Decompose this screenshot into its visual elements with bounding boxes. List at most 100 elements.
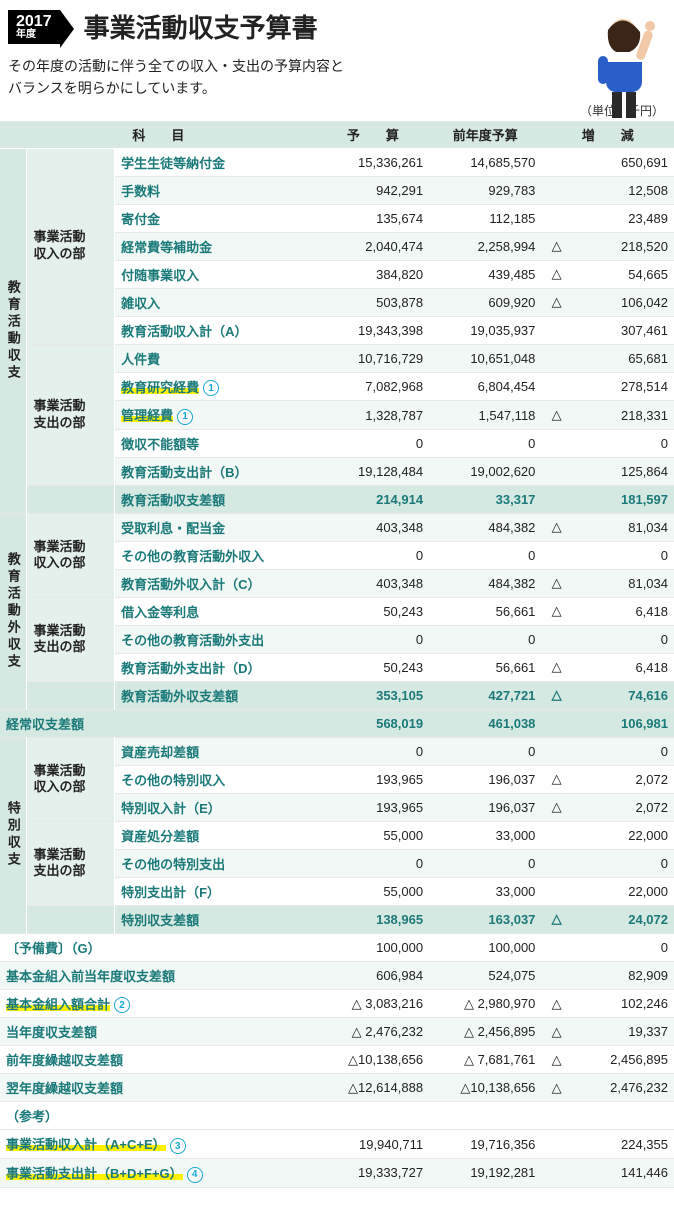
row-diff: 19,337: [562, 1018, 674, 1046]
row-diff: 218,331: [562, 401, 674, 430]
row-diff-tri: [541, 316, 561, 344]
sub-category: 事業活動収入の部: [27, 737, 115, 821]
row-diff: 125,864: [562, 457, 674, 485]
row-item: 教育活動外収入計（C）: [115, 569, 317, 597]
row-diff-tri: △: [541, 569, 561, 597]
reference-row: 事業活動支出計（B+D+F+G）4 19,333,727 19,192,281 …: [0, 1159, 674, 1188]
row-prev: 33,000: [429, 821, 541, 849]
row-prev: 196,037: [429, 765, 541, 793]
row-budget: 15,336,261: [317, 148, 429, 176]
row-item: 特別支出計（F）: [115, 877, 317, 905]
row-budget: 214,914: [317, 485, 429, 513]
row-prev: 0: [429, 429, 541, 457]
row-diff: 81,034: [562, 513, 674, 541]
row-diff: 278,514: [562, 372, 674, 401]
row-budget: 50,243: [317, 597, 429, 625]
row-prev: 484,382: [429, 569, 541, 597]
row-diff-tri: [541, 457, 561, 485]
row-diff-tri: △: [541, 765, 561, 793]
row-prev: 19,716,356: [429, 1130, 541, 1159]
row-budget: 403,348: [317, 513, 429, 541]
row-diff-tri: [541, 176, 561, 204]
row-prev: 19,035,937: [429, 316, 541, 344]
row-prev: 33,000: [429, 877, 541, 905]
vertical-category: 特別収支: [0, 737, 27, 933]
reference-row: 事業活動収入計（A+C+E）3 19,940,711 19,716,356 22…: [0, 1130, 674, 1159]
sub-category: 事業活動収入の部: [27, 148, 115, 344]
row-diff: 0: [562, 541, 674, 569]
row-budget: 0: [317, 625, 429, 653]
person-illustration: [568, 10, 668, 120]
row-budget: 7,082,968: [317, 372, 429, 401]
row-diff-tri: △: [541, 260, 561, 288]
row-item: 付随事業収入: [115, 260, 317, 288]
row-diff: 307,461: [562, 316, 674, 344]
row-item: 借入金等利息: [115, 597, 317, 625]
row-diff-tri: △: [541, 989, 561, 1018]
row-diff-tri: [541, 429, 561, 457]
row-diff-tri: [541, 344, 561, 372]
row-prev: 0: [429, 541, 541, 569]
sub-category: 事業活動収入の部: [27, 513, 115, 597]
row-budget: 606,984: [317, 961, 429, 989]
row-prev: 0: [429, 737, 541, 765]
row-diff-tri: △: [541, 232, 561, 260]
row-item: 経常費等補助金: [115, 232, 317, 260]
row-item: 資産売却差額: [115, 737, 317, 765]
row-item: 教育活動収入計（A）: [115, 316, 317, 344]
row-diff-tri: [541, 821, 561, 849]
row-diff: 0: [562, 737, 674, 765]
footer-row: 前年度繰越収支差額 △10,138,656 △ 7,681,761 △ 2,45…: [0, 1046, 674, 1074]
row-budget: 193,965: [317, 793, 429, 821]
row-prev: 0: [429, 849, 541, 877]
row-item: 管理経費1: [115, 401, 317, 430]
row-item: 前年度繰越収支差額: [0, 1046, 317, 1074]
row-item: 特別収入計（E）: [115, 793, 317, 821]
vertical-category: 教育活動収支: [0, 148, 27, 513]
row-diff: 2,476,232: [562, 1074, 674, 1102]
row-diff: 74,616: [562, 681, 674, 709]
col-header-item: 科 目: [0, 121, 317, 149]
row-diff: 2,072: [562, 793, 674, 821]
row-diff-tri: [541, 148, 561, 176]
sub-category: 事業活動支出の部: [27, 597, 115, 681]
row-prev: 33,317: [429, 485, 541, 513]
row-diff: 106,981: [562, 709, 674, 737]
section-total-row: 教育活動外収支差額 353,105 427,721 △ 74,616: [0, 681, 674, 709]
row-budget: 50,243: [317, 653, 429, 681]
row-item: その他の教育活動外支出: [115, 625, 317, 653]
row-budget: 2,040,474: [317, 232, 429, 260]
row-diff: 22,000: [562, 821, 674, 849]
row-item: その他の教育活動外収入: [115, 541, 317, 569]
row-diff-tri: [541, 849, 561, 877]
col-header-budget: 予 算: [317, 121, 429, 149]
row-diff-tri: [541, 737, 561, 765]
year-badge: 2017 年度: [8, 10, 60, 44]
row-prev: 2,258,994: [429, 232, 541, 260]
footer-row: 翌年度繰越収支差額 △12,614,888 △10,138,656 △ 2,47…: [0, 1074, 674, 1102]
footer-row: 〔予備費〕（G） 100,000 100,000 0: [0, 933, 674, 961]
row-budget: 403,348: [317, 569, 429, 597]
footer-row: 基本金組入前当年度収支差額 606,984 524,075 82,909: [0, 961, 674, 989]
row-budget: 19,128,484: [317, 457, 429, 485]
row-diff-tri: [541, 877, 561, 905]
row-diff-tri: △: [541, 681, 561, 709]
row-budget: 19,940,711: [317, 1130, 429, 1159]
row-item: 人件費: [115, 344, 317, 372]
row-item: 徴収不能額等: [115, 429, 317, 457]
row-diff-tri: [541, 933, 561, 961]
row-item: 当年度収支差額: [0, 1018, 317, 1046]
row-diff-tri: △: [541, 401, 561, 430]
row-prev: 56,661: [429, 653, 541, 681]
row-prev: 112,185: [429, 204, 541, 232]
year-number: 2017: [16, 14, 52, 30]
row-budget: 0: [317, 737, 429, 765]
ordinary-total-row: 経常収支差額 568,019 461,038 106,981: [0, 709, 674, 737]
row-item: 寄付金: [115, 204, 317, 232]
row-diff-tri: △: [541, 1046, 561, 1074]
row-diff: 0: [562, 625, 674, 653]
row-diff-tri: [541, 625, 561, 653]
reference-header: （参考）: [0, 1102, 674, 1130]
table-row: 教育活動外収支事業活動収入の部 受取利息・配当金 403,348 484,382…: [0, 513, 674, 541]
row-budget: 55,000: [317, 877, 429, 905]
